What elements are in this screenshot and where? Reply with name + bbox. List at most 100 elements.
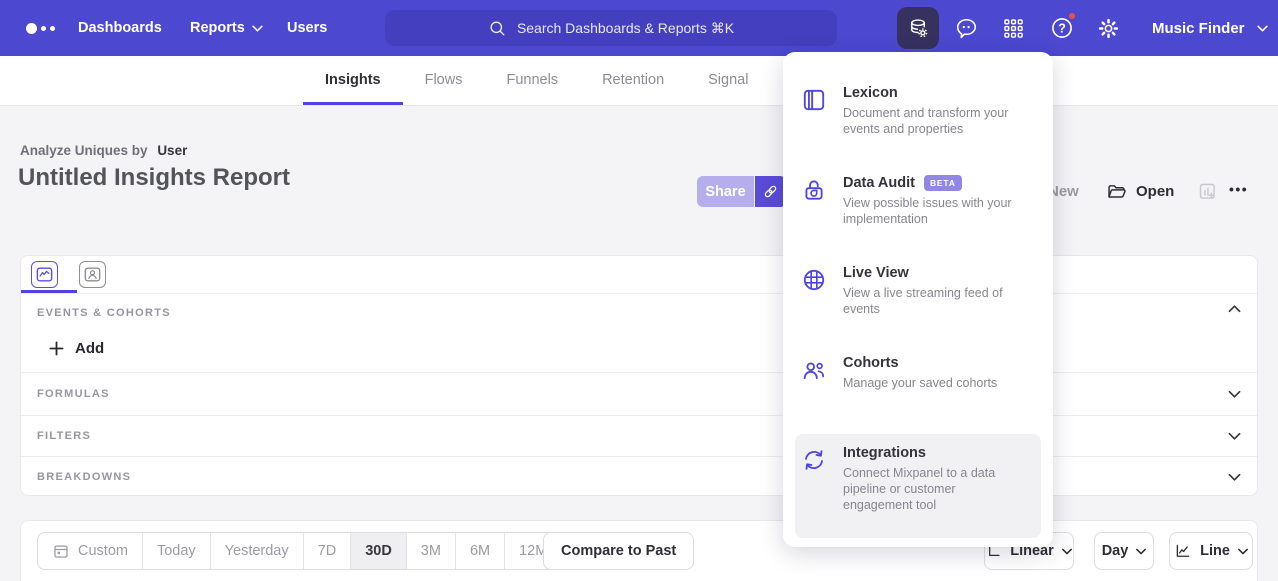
more-options-button[interactable]: ••• bbox=[1229, 181, 1249, 197]
menu-item-integrations[interactable]: Integrations Connect Mixpanel to a data … bbox=[795, 434, 1041, 538]
share-split-button: Share bbox=[697, 176, 786, 207]
chevron-down-icon bbox=[252, 25, 263, 31]
menu-item-live-view[interactable]: Live View View a live streaming feed of … bbox=[783, 254, 1053, 344]
top-navigation-bar: Dashboards Reports Users Search Dashboar… bbox=[0, 0, 1278, 56]
chevron-down-icon bbox=[1061, 548, 1072, 554]
line-chart-tab-icon bbox=[36, 267, 53, 282]
tab-insights-label: Insights bbox=[325, 72, 381, 88]
collapse-events-button[interactable] bbox=[1228, 304, 1241, 313]
tab-insights[interactable]: Insights bbox=[303, 56, 403, 105]
tab-signal-label: Signal bbox=[708, 72, 749, 88]
breakdowns-label: BREAKDOWNS bbox=[37, 471, 132, 483]
data-management-button[interactable] bbox=[897, 7, 939, 49]
help-icon: ? bbox=[1052, 18, 1072, 38]
tab-flows[interactable]: Flows bbox=[403, 56, 485, 105]
nav-reports-label: Reports bbox=[190, 20, 245, 36]
profiles-view-tab[interactable] bbox=[79, 261, 106, 288]
menu-item-title: Live View bbox=[843, 265, 909, 281]
new-report-button[interactable]: New bbox=[1048, 183, 1079, 200]
profile-card-icon bbox=[84, 267, 101, 282]
measure-entity-selector[interactable]: User bbox=[157, 143, 188, 158]
book-icon bbox=[803, 89, 825, 111]
tab-retention[interactable]: Retention bbox=[580, 56, 686, 105]
tab-funnels[interactable]: Funnels bbox=[484, 56, 580, 105]
nav-reports[interactable]: Reports bbox=[190, 0, 263, 56]
menu-item-title: Integrations bbox=[843, 445, 926, 461]
range-30d-button[interactable]: 30D bbox=[351, 533, 407, 569]
metrics-view-tab[interactable] bbox=[31, 261, 58, 288]
menu-item-description: Document and transform your events and p… bbox=[843, 106, 1009, 136]
nav-users[interactable]: Users bbox=[287, 0, 327, 56]
chart-type-dropdown[interactable]: Line bbox=[1169, 532, 1253, 570]
sync-icon bbox=[805, 450, 823, 470]
range-3m-button[interactable]: 3M bbox=[407, 533, 456, 569]
nav-dashboards[interactable]: Dashboards bbox=[78, 0, 162, 56]
menu-item-lexicon[interactable]: Lexicon Document and transform your even… bbox=[783, 74, 1053, 164]
copy-link-button[interactable] bbox=[755, 176, 786, 207]
active-tab-underline bbox=[21, 290, 77, 293]
range-today-button[interactable]: Today bbox=[143, 533, 211, 569]
open-label: Open bbox=[1136, 183, 1175, 200]
chevron-down-icon bbox=[1228, 432, 1241, 440]
range-30d-label: 30D bbox=[365, 543, 392, 559]
share-button[interactable]: Share bbox=[697, 176, 754, 207]
menu-item-description: Manage your saved cohorts bbox=[843, 376, 998, 390]
add-event-button[interactable]: Add bbox=[49, 340, 104, 357]
range-yesterday-button[interactable]: Yesterday bbox=[211, 533, 304, 569]
mixpanel-logo[interactable] bbox=[26, 0, 55, 56]
interval-label: Day bbox=[1101, 543, 1129, 559]
svg-text:?: ? bbox=[1058, 22, 1066, 36]
database-gear-icon bbox=[910, 18, 927, 37]
tab-funnels-label: Funnels bbox=[506, 72, 559, 88]
breakdowns-section-row[interactable]: BREAKDOWNS bbox=[21, 456, 1257, 497]
menu-item-cohorts[interactable]: Cohorts Manage your saved cohorts bbox=[783, 344, 1053, 434]
formulas-section-row[interactable]: FORMULAS bbox=[21, 372, 1257, 415]
gear-icon bbox=[1098, 18, 1118, 38]
filters-section-row[interactable]: FILTERS bbox=[21, 415, 1257, 456]
help-button[interactable]: ? bbox=[1049, 15, 1075, 41]
add-label: Add bbox=[75, 340, 105, 357]
globe-icon bbox=[803, 269, 825, 291]
menu-item-data-audit[interactable]: Data Audit BETA View possible issues wit… bbox=[783, 164, 1053, 254]
apps-menu-button[interactable] bbox=[1000, 15, 1026, 41]
apps-grid-icon bbox=[1003, 18, 1023, 38]
report-title[interactable]: Untitled Insights Report bbox=[18, 164, 290, 191]
notification-dot bbox=[1067, 11, 1077, 21]
settings-button[interactable] bbox=[1095, 15, 1121, 41]
menu-item-description: Connect Mixpanel to a data pipeline or c… bbox=[843, 466, 996, 512]
compare-to-past-button[interactable]: Compare to Past bbox=[543, 532, 695, 570]
range-12m-button[interactable]: 12M bbox=[505, 533, 561, 569]
range-3m-label: 3M bbox=[420, 543, 441, 559]
linear-scale-icon bbox=[989, 545, 1000, 556]
project-name: Music Finder bbox=[1152, 19, 1245, 37]
measure-prefix-label: Analyze Uniques by bbox=[20, 143, 148, 158]
range-custom-button[interactable]: Custom bbox=[38, 533, 143, 569]
chart-type-label: Line bbox=[1200, 543, 1230, 559]
range-7d-label: 7D bbox=[317, 543, 337, 559]
tab-signal[interactable]: Signal bbox=[686, 56, 770, 105]
feedback-button[interactable] bbox=[953, 15, 979, 41]
menu-item-description: View a live streaming feed of events bbox=[843, 286, 1003, 316]
speech-bubble-icon bbox=[956, 18, 976, 38]
range-7d-button[interactable]: 7D bbox=[304, 533, 352, 569]
chevron-down-icon bbox=[1136, 548, 1147, 554]
range-today-label: Today bbox=[156, 543, 196, 559]
menu-item-title: Data Audit bbox=[843, 175, 915, 191]
link-icon bbox=[764, 185, 777, 198]
folder-icon bbox=[1108, 185, 1126, 198]
nav-users-label: Users bbox=[287, 20, 328, 36]
chevron-down-icon bbox=[1228, 473, 1241, 481]
range-6m-button[interactable]: 6M bbox=[456, 533, 506, 569]
range-6m-label: 6M bbox=[469, 543, 491, 559]
nav-dashboards-label: Dashboards bbox=[78, 20, 162, 36]
project-selector[interactable]: Music Finder bbox=[1152, 0, 1268, 56]
add-to-dashboard-button[interactable] bbox=[1197, 181, 1218, 202]
search-input[interactable]: Search Dashboards & Reports ⌘K bbox=[385, 10, 837, 46]
tab-flows-label: Flows bbox=[424, 72, 463, 88]
open-report-button[interactable]: Open bbox=[1106, 181, 1174, 202]
line-chart-icon bbox=[1176, 544, 1190, 557]
interval-dropdown[interactable]: Day bbox=[1094, 532, 1154, 570]
menu-item-description: View possible issues with your implement… bbox=[843, 196, 1012, 226]
chevron-up-icon bbox=[1228, 305, 1241, 313]
